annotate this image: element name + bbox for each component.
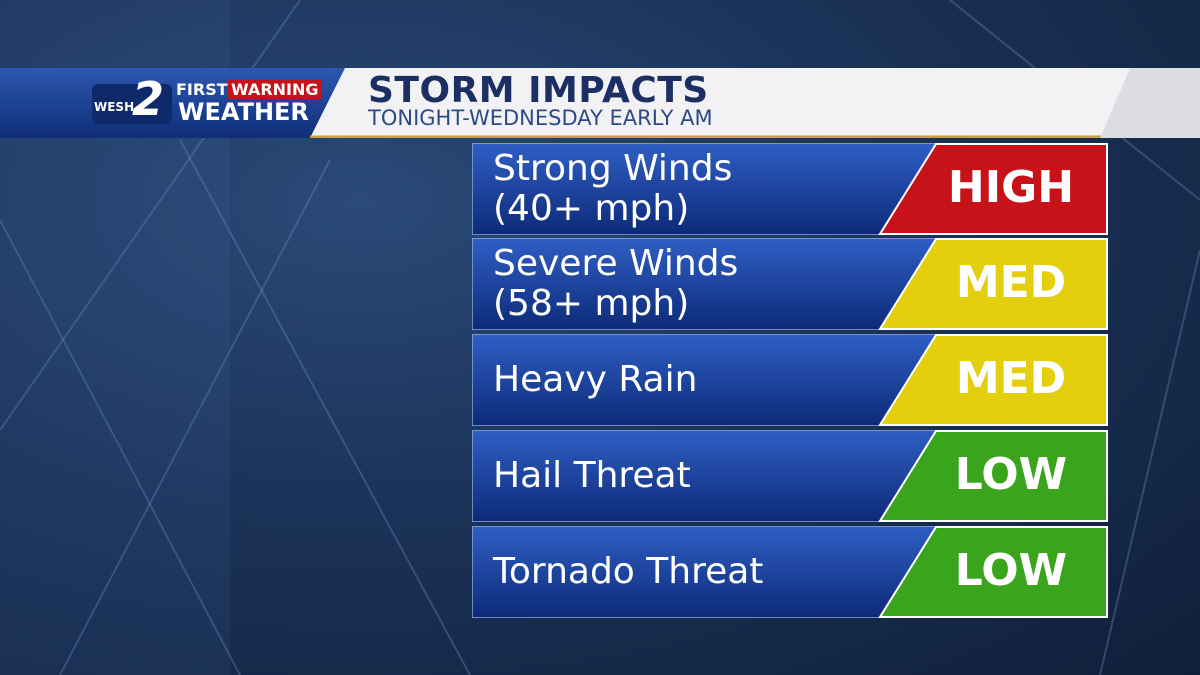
logo-brand-warning: WARNING [228,80,322,99]
impact-label: Heavy Rain [493,359,698,400]
level-badge [878,430,1108,522]
level-badge [878,334,1108,426]
row-shape [472,238,1108,330]
subtitle: TONIGHT-WEDNESDAY EARLY AM [368,106,713,130]
impact-label: (40+ mph) [493,188,690,229]
impact-label: Strong Winds [493,148,733,189]
impact-level: LOW [954,545,1068,596]
row-shape [472,334,1108,426]
impact-row: Hail Threat LOW [472,430,1108,522]
impact-label: Hail Threat [493,455,691,496]
impact-level: LOW [954,449,1068,500]
impact-label: Severe Winds [493,243,739,284]
logo-station: WESH [94,100,135,114]
impact-row: Tornado Threat LOW [472,526,1108,618]
row-shape [472,143,1108,235]
level-badge [878,143,1108,235]
title: STORM IMPACTS [368,70,709,111]
impact-level: HIGH [947,162,1075,213]
impact-row: Severe Winds (58+ mph) MED [472,238,1108,330]
impact-row: Heavy Rain MED [472,334,1108,426]
level-badge [878,238,1108,330]
logo-brand-weather: WEATHER [178,98,309,126]
row-shape [472,430,1108,522]
logo-brand-first: FIRST [176,80,228,99]
impact-level: MED [955,257,1067,308]
row-shape [472,526,1108,618]
logo-channel: 2 [132,72,165,126]
impact-label: (58+ mph) [493,283,690,324]
impact-label: Tornado Threat [493,551,764,592]
impact-level: MED [955,353,1067,404]
level-badge [878,526,1108,618]
impact-row: Strong Winds (40+ mph) HIGH [472,143,1108,235]
